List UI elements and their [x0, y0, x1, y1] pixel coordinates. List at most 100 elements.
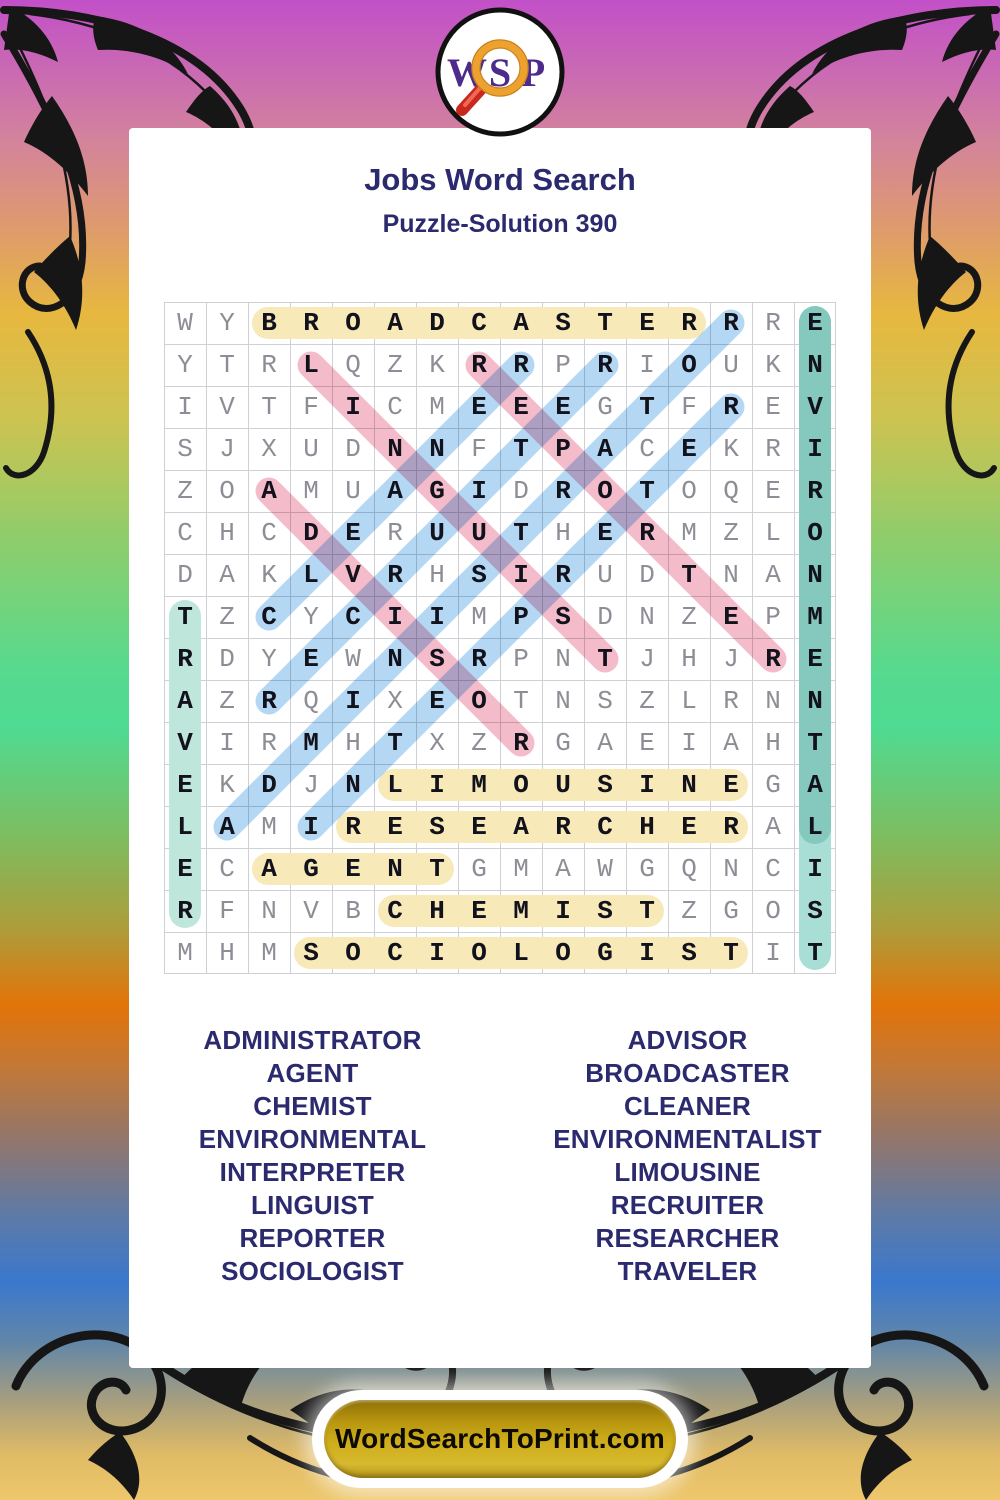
- word-list-item: BROADCASTER: [585, 1058, 790, 1088]
- grid-cell-letter: L: [177, 812, 193, 842]
- grid-cell-letter: R: [303, 308, 319, 338]
- grid-cell-letter: Q: [345, 350, 361, 380]
- word-list-item: TRAVELER: [617, 1256, 758, 1286]
- grid-cell-letter: C: [219, 854, 235, 884]
- grid-cell-letter: Z: [723, 518, 739, 548]
- grid-cell-letter: H: [219, 518, 235, 548]
- grid-cell-letter: P: [555, 434, 571, 464]
- grid-cell-letter: D: [261, 770, 277, 800]
- grid-cell-letter: R: [723, 308, 739, 338]
- grid-cell-letter: T: [597, 644, 613, 674]
- grid-cell-letter: P: [513, 644, 529, 674]
- grid-cell-letter: U: [555, 770, 571, 800]
- grid-cell-letter: X: [387, 686, 403, 716]
- grid-cell-letter: H: [639, 812, 655, 842]
- grid-cell-letter: R: [513, 350, 529, 380]
- grid-cell-letter: Q: [303, 686, 319, 716]
- grid-cell-letter: O: [807, 518, 823, 548]
- word-list-item: LINGUIST: [251, 1190, 374, 1220]
- grid-cell-letter: L: [303, 350, 319, 380]
- grid-cell-letter: E: [639, 728, 655, 758]
- grid-cell-letter: U: [345, 476, 361, 506]
- word-pill-traveler: [169, 600, 201, 928]
- wsp-logo[interactable]: W S P: [434, 6, 566, 138]
- grid-cell-letter: U: [303, 434, 319, 464]
- grid-cell-letter: S: [303, 938, 319, 968]
- grid-cell-letter: A: [513, 308, 529, 338]
- grid-cell-letter: C: [597, 812, 613, 842]
- grid-cell-letter: A: [219, 812, 235, 842]
- grid-cell-letter: U: [429, 518, 445, 548]
- grid-cell-letter: A: [219, 560, 235, 590]
- grid-cell-letter: M: [261, 938, 277, 968]
- grid-cell-letter: E: [765, 476, 781, 506]
- page-title: Jobs Word Search: [364, 162, 636, 197]
- grid-cell-letter: T: [639, 476, 655, 506]
- word-list-item: AGENT: [266, 1058, 359, 1088]
- grid-cell-letter: F: [681, 392, 697, 422]
- word-pill-broadcaster: [252, 307, 706, 339]
- grid-cell-letter: M: [429, 392, 445, 422]
- grid-cell-letter: A: [513, 812, 529, 842]
- grid-cell-letter: T: [429, 854, 445, 884]
- grid-cell-letter: E: [345, 518, 361, 548]
- grid-cell-letter: M: [513, 854, 529, 884]
- grid-cell-letter: E: [429, 686, 445, 716]
- grid-cell-letter: D: [597, 602, 613, 632]
- grid-cell-letter: K: [723, 434, 739, 464]
- grid-cell-letter: Z: [681, 896, 697, 926]
- grid-cell-letter: W: [345, 644, 361, 674]
- grid-cell-letter: A: [597, 434, 613, 464]
- grid-cell-letter: I: [219, 728, 235, 758]
- grid-cell-letter: B: [345, 896, 361, 926]
- grid-cell-letter: R: [597, 350, 613, 380]
- grid-cell-letter: J: [219, 434, 235, 464]
- grid-cell-letter: A: [807, 770, 823, 800]
- grid-cell-letter: E: [765, 392, 781, 422]
- grid-cell-letter: I: [765, 938, 781, 968]
- grid-cell-letter: H: [429, 560, 445, 590]
- grid-cell-letter: R: [555, 476, 571, 506]
- grid-cell-letter: I: [639, 938, 655, 968]
- grid-cell-letter: Z: [639, 686, 655, 716]
- grid-cell-letter: Y: [219, 308, 235, 338]
- grid-cell-letter: C: [387, 392, 403, 422]
- grid-cell-letter: J: [639, 644, 655, 674]
- grid-cell-letter: Z: [681, 602, 697, 632]
- grid-cell-letter: I: [387, 602, 403, 632]
- grid-cell-letter: D: [429, 308, 445, 338]
- word-pill-limousine: [378, 769, 748, 801]
- grid-cell-letter: E: [387, 812, 403, 842]
- grid-cell-letter: V: [219, 392, 235, 422]
- grid-cell-letter: E: [807, 308, 823, 338]
- grid-cell-letter: Y: [261, 644, 277, 674]
- grid-cell-letter: A: [597, 728, 613, 758]
- grid-cell-letter: K: [219, 770, 235, 800]
- grid-cell-letter: R: [261, 728, 277, 758]
- grid-cell-letter: W: [177, 308, 193, 338]
- grid-cell-letter: O: [597, 476, 613, 506]
- grid-cell-letter: R: [387, 518, 403, 548]
- grid-cell-letter: E: [471, 896, 487, 926]
- grid-cell-letter: S: [597, 770, 613, 800]
- grid-cell-letter: M: [681, 518, 697, 548]
- grid-cell-letter: G: [723, 896, 739, 926]
- grid-cell-letter: M: [513, 896, 529, 926]
- grid-cell-letter: S: [555, 602, 571, 632]
- grid-cell-letter: M: [471, 602, 487, 632]
- grid-cell-letter: P: [513, 602, 529, 632]
- grid-cell-letter: D: [639, 560, 655, 590]
- grid-cell-letter: A: [765, 560, 781, 590]
- grid-cell-letter: R: [723, 686, 739, 716]
- grid-cell-letter: A: [555, 854, 571, 884]
- grid-cell-letter: Z: [471, 728, 487, 758]
- grid-cell-letter: S: [429, 812, 445, 842]
- grid-cell-letter: R: [513, 728, 529, 758]
- word-list-item: INTERPRETER: [219, 1157, 406, 1187]
- footer-button[interactable]: WordSearchToPrint.com: [324, 1400, 676, 1478]
- grid-cell-letter: C: [639, 434, 655, 464]
- page-subtitle: Puzzle-Solution 390: [382, 210, 618, 238]
- grid-cell-letter: R: [345, 812, 361, 842]
- word-pill-sociologist: [294, 937, 748, 969]
